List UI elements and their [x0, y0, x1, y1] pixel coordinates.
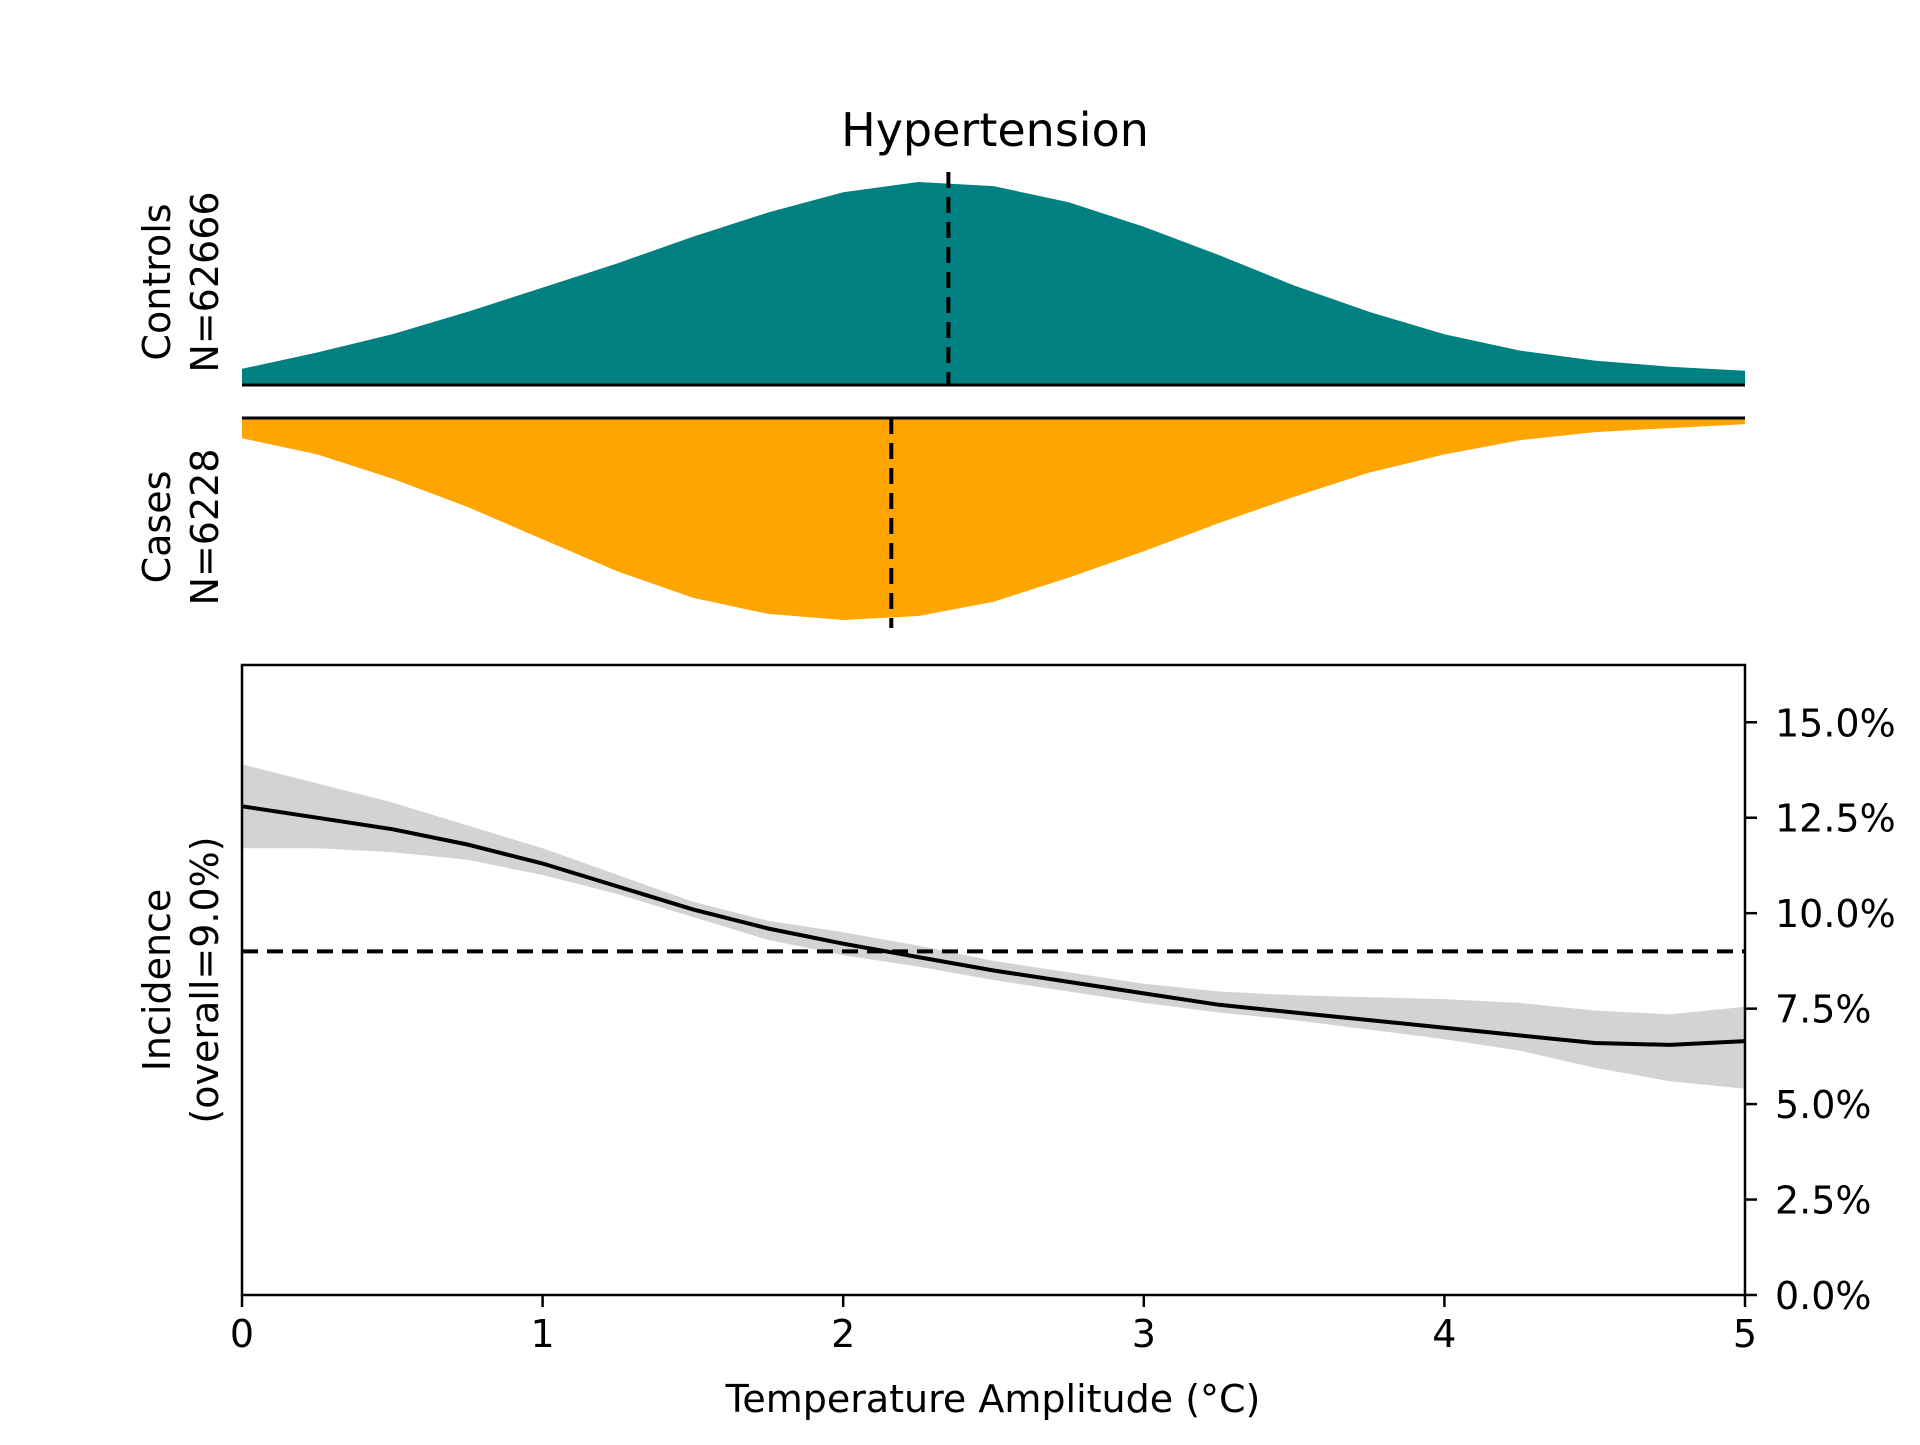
incidence-panel: 0 1 2 3 4 5 0.0% 2.5% 5.0% 7.5% 10.0% 12.5% 15.0% T… — [135, 663, 1896, 1421]
controls-density-area — [242, 182, 1745, 385]
incidence-axes-frame — [240, 663, 1747, 1297]
x-tick-label: 2 — [831, 1312, 855, 1356]
cases-panel: Cases N=6228 — [135, 416, 1745, 628]
controls-panel: Controls N=62666 — [135, 172, 1745, 387]
cases-density-area — [242, 418, 1745, 620]
y-tick-label: 2.5% — [1775, 1179, 1872, 1223]
incidence-line — [241, 804, 1746, 1047]
cases-ylabel-line2: N=6228 — [183, 449, 227, 606]
x-tick-label: 1 — [531, 1312, 555, 1356]
y-tick-label: 12.5% — [1775, 797, 1896, 841]
chart-title: Hypertension — [841, 103, 1149, 157]
incidence-ylabel-line1: Incidence — [135, 889, 179, 1072]
confidence-band — [242, 764, 1745, 1089]
x-tick-label: 0 — [230, 1312, 254, 1356]
y-axis-ticks: 0.0% 2.5% 5.0% 7.5% 10.0% 12.5% 15.0% — [1745, 701, 1896, 1318]
x-tick-label: 5 — [1733, 1312, 1757, 1356]
incidence-ylabel-line2: (overall=9.0%) — [183, 836, 227, 1123]
controls-ylabel-line1: Controls — [135, 203, 179, 360]
x-tick-label: 4 — [1432, 1312, 1456, 1356]
controls-ylabel-line2: N=62666 — [183, 191, 227, 372]
y-tick-label: 10.0% — [1775, 892, 1896, 936]
y-tick-label: 15.0% — [1775, 701, 1896, 745]
y-tick-label: 7.5% — [1775, 988, 1872, 1032]
y-tick-label: 5.0% — [1775, 1083, 1872, 1127]
x-tick-label: 3 — [1132, 1312, 1156, 1356]
x-axis-ticks: 0 1 2 3 4 5 — [230, 1295, 1757, 1356]
x-axis-label: Temperature Amplitude (°C) — [725, 1377, 1261, 1421]
cases-ylabel-line1: Cases — [135, 471, 179, 584]
y-tick-label: 0.0% — [1775, 1274, 1872, 1318]
